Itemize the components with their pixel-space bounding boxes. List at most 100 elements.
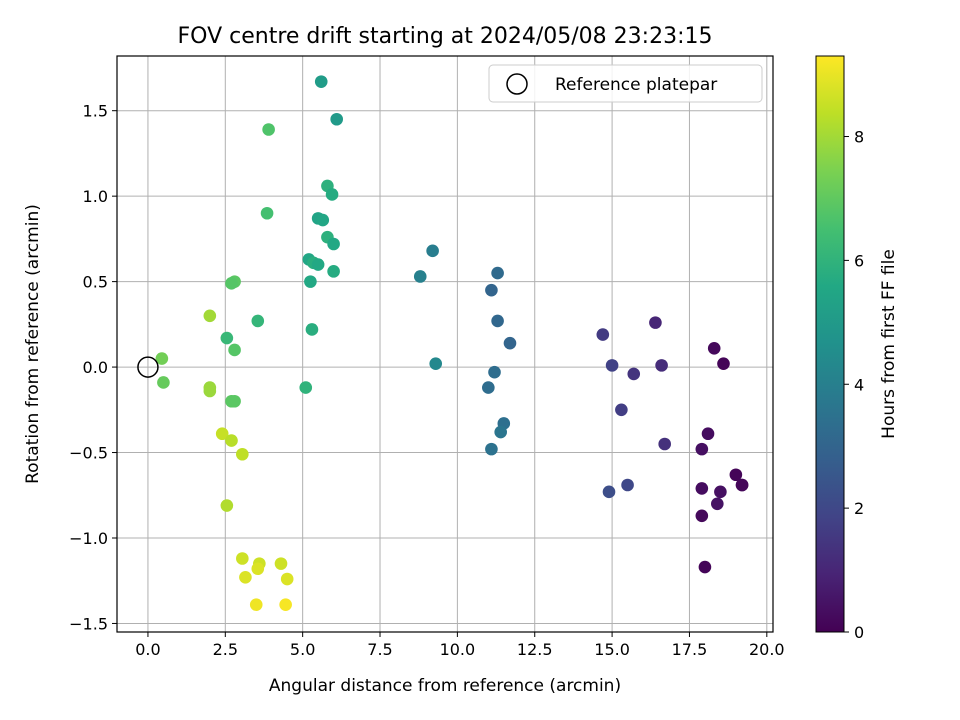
scatter-point [225,434,238,447]
scatter-point [698,560,712,574]
scatter-point [305,323,319,336]
x-tick-label: 12.5 [517,640,553,659]
scatter-point [658,437,671,451]
y-tick-label: −1.5 [69,614,108,633]
chart-title: FOV centre drift starting at 2024/05/08 … [178,24,713,49]
colorbar-label: Hours from first FF file [879,249,899,439]
x-axis-label: Angular distance from reference (arcmin) [269,676,621,696]
scatter-point [225,277,238,290]
scatter-point [735,478,749,492]
scatter-point [279,598,292,611]
scatter-point [482,381,495,394]
scatter-point [621,478,634,492]
scatter-point [711,497,724,511]
scatter-point [311,258,325,271]
scatter-point [274,557,288,570]
scatter-point [695,482,709,495]
scatter-point [429,357,443,370]
plot-frame [116,55,774,633]
legend-box [488,64,763,103]
scatter-point [220,331,234,345]
scatter-point [596,328,610,341]
scatter-point [260,206,274,220]
scatter-point [327,265,340,278]
scatter-point [203,309,217,323]
scatter-point [228,343,241,357]
y-tick-label: −0.5 [69,444,108,463]
scatter-point [649,316,662,329]
colorbar-ticks: 0 2 4 6 8 [844,128,864,642]
x-tick-label: 7.5 [367,640,392,659]
colorbar-gradient [815,55,845,633]
scatter-point [413,270,427,283]
scatter-point [228,394,241,408]
y-tick-label: 1.0 [83,187,108,206]
scatter-point [249,598,263,611]
scatter-points [155,75,749,611]
y-tick-label: 0.0 [83,358,108,377]
x-axis: 0.0 2.5 5.0 7.5 10.0 12.5 15.0 17.5 20.0 [135,632,785,659]
x-tick-label: 5.0 [290,640,315,659]
scatter-point [220,499,234,512]
y-axis-label: Rotation from reference (arcmin) [23,204,43,484]
scatter-point [236,447,249,461]
scatter-point [627,367,641,381]
scatter-point [485,283,498,297]
legend-marker-reference [506,73,528,95]
scatter-point [157,376,170,389]
x-tick-label: 20.0 [749,640,785,659]
scatter-point [316,213,330,227]
scatter-point [485,442,498,456]
scatter-point [215,427,229,441]
legend: Reference platepar [488,64,763,103]
scatter-point [314,75,328,88]
scatter-point [304,275,317,288]
x-tick-label: 17.5 [672,640,708,659]
scatter-point [615,403,628,417]
scatter-point [503,336,517,350]
scatter-point [729,468,743,482]
reference-platepar-marker [137,356,159,378]
scatter-point [203,384,217,398]
scatter-point [701,427,715,441]
scatter-point [655,359,668,372]
scatter-point [695,442,709,456]
scatter-point [327,237,340,251]
y-tick-label: 0.5 [83,273,108,292]
scatter-point [488,365,501,379]
grid [117,56,773,632]
scatter-point [239,571,252,584]
scatter-point [299,381,313,394]
legend-label-reference: Reference platepar [555,75,717,95]
scatter-point [251,562,265,576]
x-tick-label: 10.0 [440,640,476,659]
scatter-point [602,485,616,499]
scatter-point [707,341,721,355]
colorbar-tick-label: 0 [854,623,864,642]
colorbar-tick-label: 4 [854,375,864,394]
scatter-point [491,266,504,280]
x-tick-label: 15.0 [594,640,630,659]
scatter-point [695,509,709,523]
y-tick-label: −1.0 [69,529,108,548]
scatter-point [717,357,730,370]
x-tick-label: 2.5 [213,640,238,659]
scatter-point [605,359,619,372]
scatter-point [325,188,339,201]
colorbar-tick-label: 2 [854,499,864,518]
scatter-point [262,123,275,136]
scatter-point [155,352,169,365]
scatter-point [426,244,439,258]
y-tick-label: 1.5 [83,102,108,121]
colorbar-tick-label: 8 [854,128,864,147]
scatter-point [714,485,727,499]
scatter-point [280,572,294,586]
colorbar: 0 2 4 6 8 Hours from first FF file [815,55,899,642]
scatter-point [251,314,265,328]
scatter-point [236,552,249,565]
scatter-point [491,314,504,328]
y-axis: −1.5 −1.0 −0.5 0.0 0.5 1.0 1.5 [69,102,117,633]
scatter-point [330,112,343,126]
colorbar-tick-label: 6 [854,251,864,270]
